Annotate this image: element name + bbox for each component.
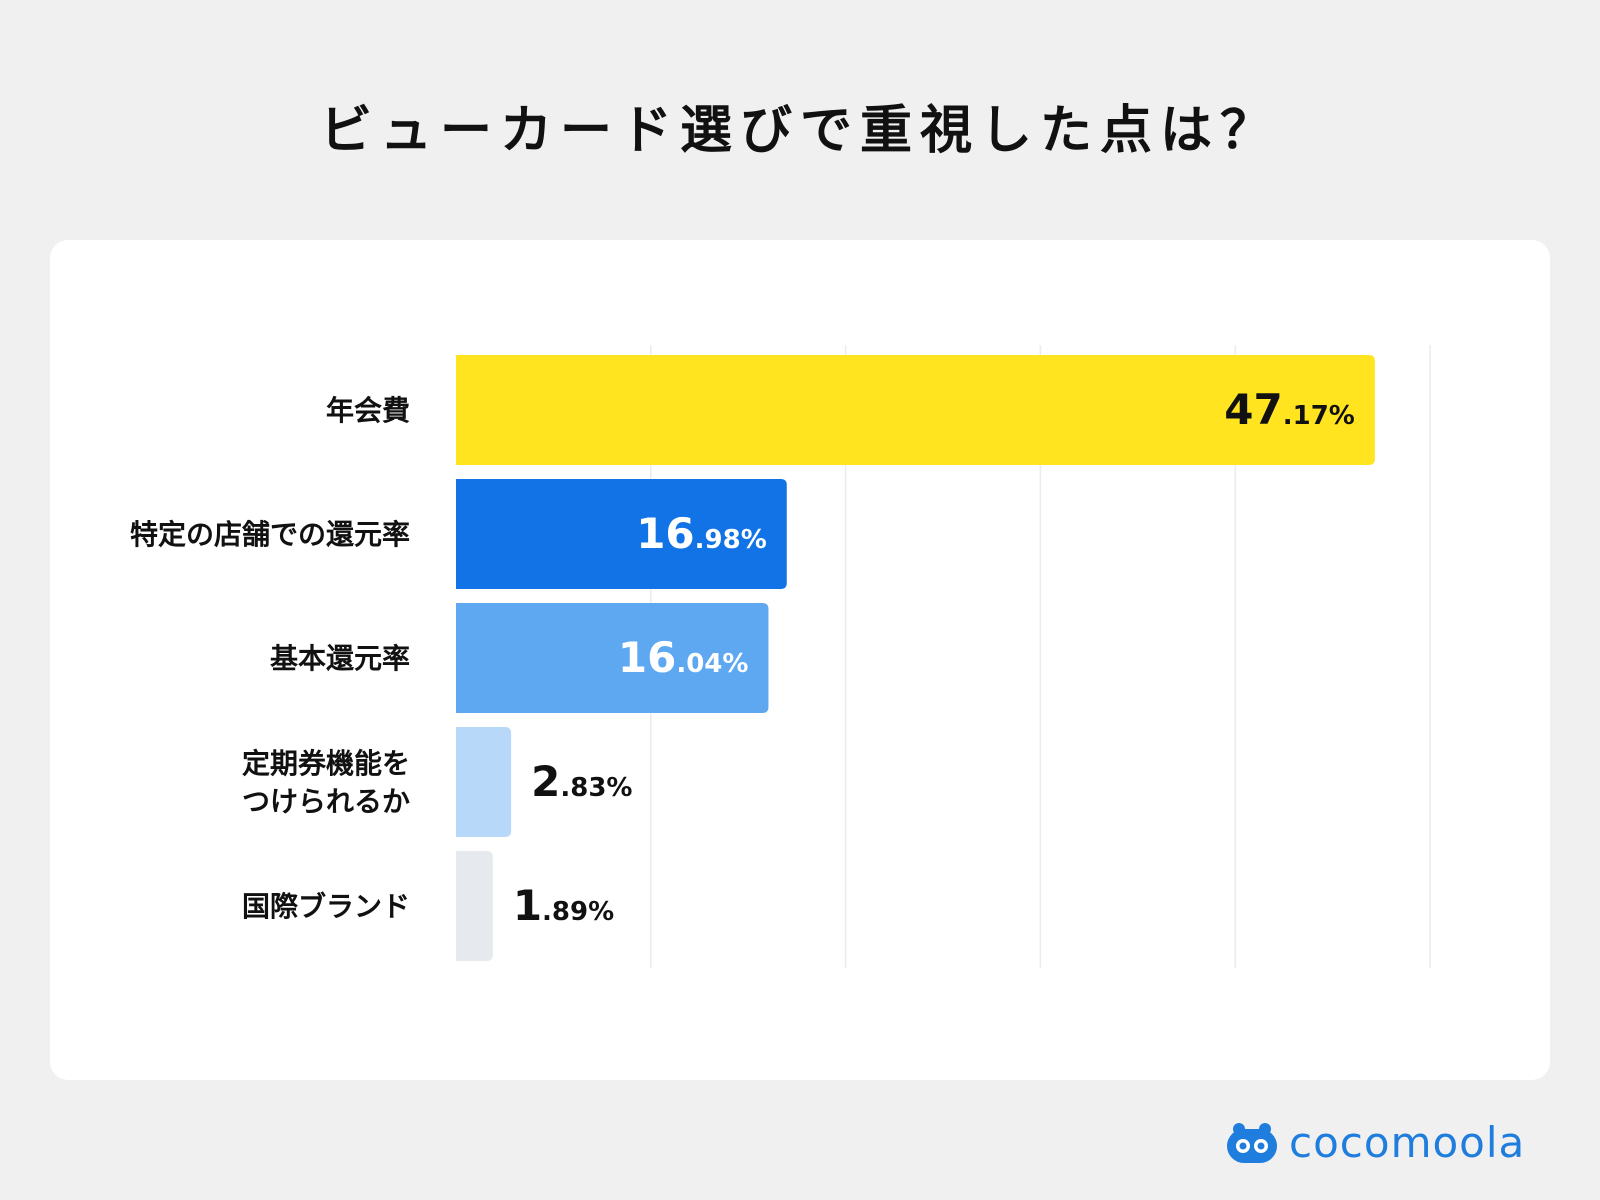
brand-logo: cocomoola [1225, 1118, 1525, 1167]
value-label: 1.89% [513, 881, 614, 930]
category-label: 特定の店舗での還元率 [130, 518, 410, 551]
bear-logo-icon [1227, 1122, 1277, 1163]
value-label: 2.83% [531, 757, 632, 806]
value-label: 16.98% [636, 509, 767, 558]
value-label: 47.17% [1224, 385, 1355, 434]
bar-2 [456, 603, 769, 713]
bar-4 [456, 851, 493, 961]
bar-chart: 年会費 47.17% 特定の店舗での還元率 16.98% 基本還元率 16.04% 定期券機… [130, 345, 1431, 968]
category-label: つけられるか [242, 785, 410, 818]
bar-0 [456, 355, 1375, 465]
bar-3 [456, 727, 512, 837]
chart-card: 年会費 47.17% 特定の店舗での還元率 16.98% 基本還元率 16.04% 定期券機… [50, 240, 1550, 1080]
category-label: 定期券機能を [242, 747, 410, 780]
category-label: 基本還元率 [270, 642, 410, 675]
chart-title: ビューカード選びで重視した点は？ [319, 101, 1280, 161]
bar-1 [456, 479, 787, 589]
category-label: 国際ブランド [242, 890, 410, 923]
value-label: 16.04% [618, 633, 749, 682]
brand-name: cocomoola [1289, 1118, 1526, 1167]
category-label: 年会費 [326, 394, 410, 427]
